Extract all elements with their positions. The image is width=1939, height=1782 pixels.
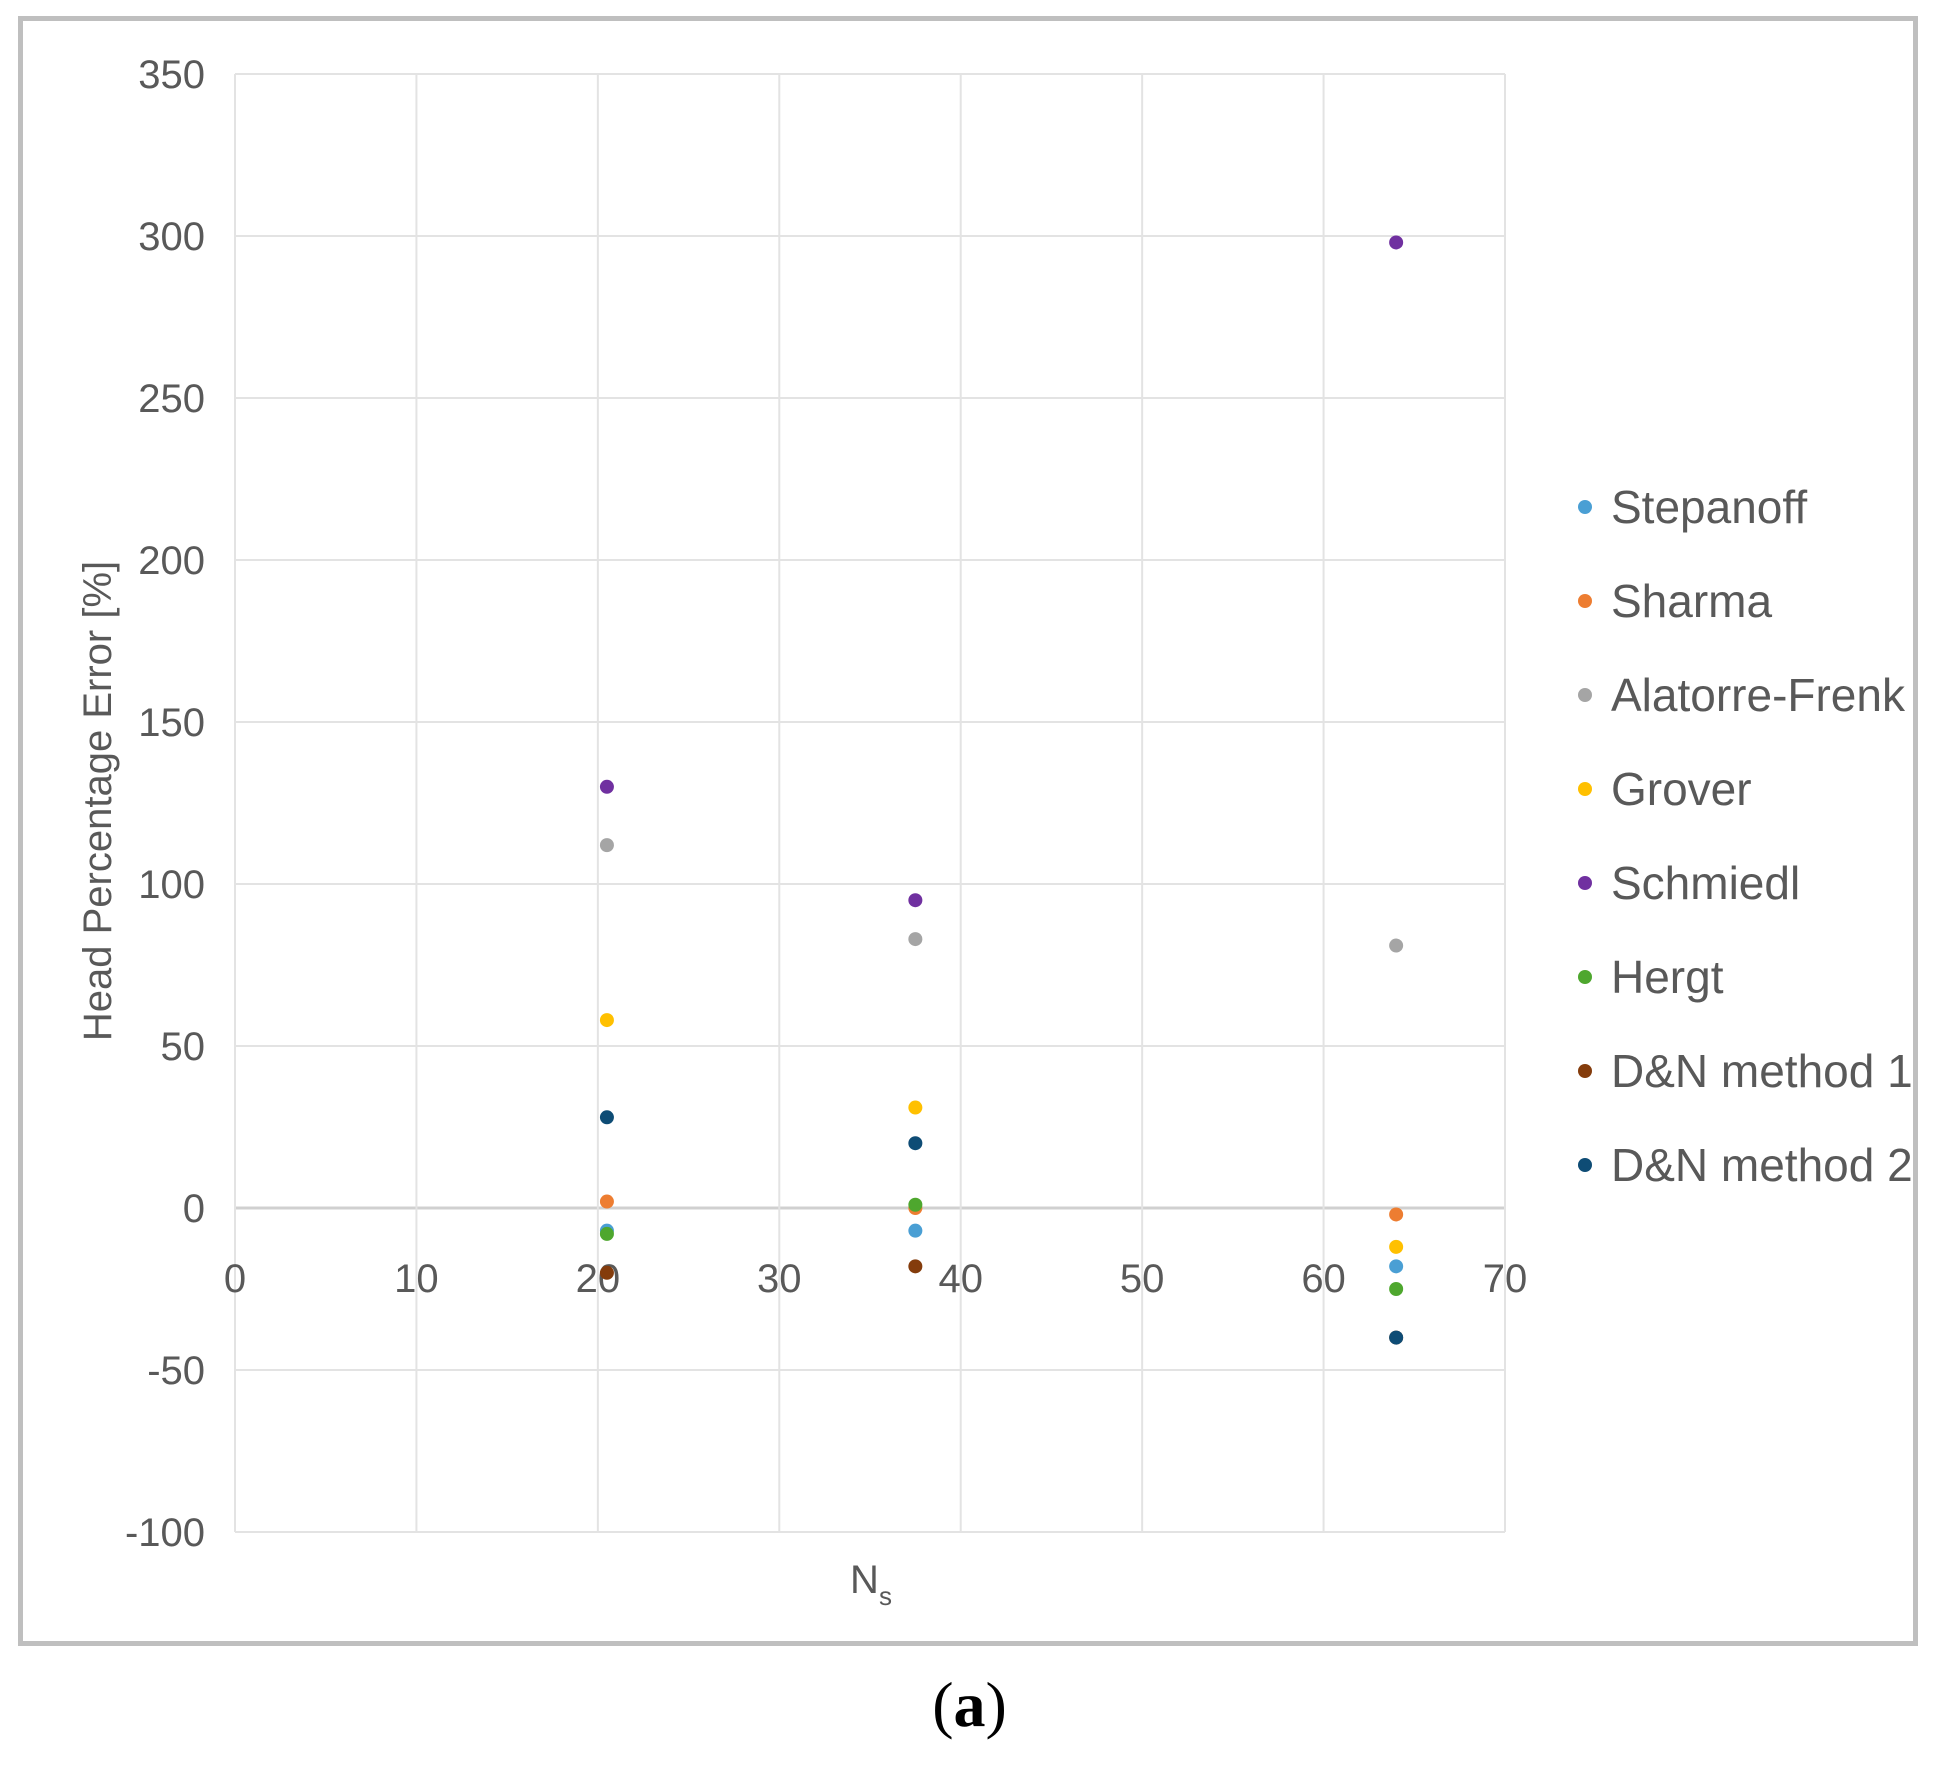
x-tick-label: 30 [757, 1257, 802, 1301]
data-point [908, 1223, 923, 1238]
data-point [908, 1197, 923, 1212]
x-tick-label: 40 [938, 1257, 983, 1301]
legend-label: D&N method 2 [1611, 1139, 1913, 1191]
x-tick-label: 70 [1483, 1257, 1528, 1301]
chart-frame: -100 -50 0 50 100 150 200 250 300 350 0 10 20 30 40 50 6… [18, 16, 1918, 1646]
data-point [599, 1226, 614, 1241]
scatter-chart: -100 -50 0 50 100 150 200 250 300 350 0 10 20 30 40 50 6… [76, 53, 1913, 1611]
panel-label-close: ) [985, 1669, 1007, 1740]
y-tick-label: 150 [138, 701, 205, 745]
data-point [908, 1136, 923, 1151]
data-point [908, 893, 923, 908]
tick-label-layer: -100 -50 0 50 100 150 200 250 300 350 0 10 20 30 40 50 6… [125, 53, 1527, 1555]
data-point [1389, 1282, 1404, 1296]
x-axis-title-subscript: s [879, 1581, 892, 1611]
data-point [908, 1100, 923, 1115]
legend-marker [1578, 782, 1592, 796]
y-tick-label: 200 [138, 539, 205, 583]
y-tick-label: -100 [125, 1511, 205, 1555]
legend-marker [1578, 500, 1592, 514]
data-point [1389, 235, 1404, 250]
panel-label-open: ( [932, 1669, 954, 1740]
data-point [1389, 1259, 1404, 1274]
x-tick-label: 20 [576, 1257, 621, 1301]
data-point [908, 1259, 923, 1274]
x-axis-title-main: N [850, 1558, 879, 1602]
data-point [1389, 1330, 1404, 1345]
legend: Stepanoff Sharma Alatorre-Frenk Grover Schmi… [1578, 481, 1913, 1191]
y-tick-label: 300 [138, 215, 205, 259]
y-axis-title: Head Percentage Error [%] [76, 561, 120, 1041]
data-point [599, 838, 614, 853]
y-tick-label: 100 [138, 863, 205, 907]
legend-label: Hergt [1611, 951, 1724, 1003]
legend-marker [1578, 1064, 1592, 1078]
legend-marker [1578, 876, 1592, 890]
legend-marker [1578, 688, 1592, 702]
data-point [1389, 1239, 1404, 1254]
data-point [1389, 1207, 1404, 1222]
x-tick-label: 50 [1120, 1257, 1165, 1301]
data-point [599, 1110, 614, 1125]
data-point [908, 932, 923, 947]
legend-marker [1578, 970, 1592, 984]
legend-label: Sharma [1611, 575, 1772, 627]
legend-label: D&N method 1 [1611, 1045, 1913, 1097]
legend-marker [1578, 594, 1592, 608]
legend-label: Alatorre-Frenk [1611, 669, 1906, 721]
x-tick-label: 60 [1301, 1257, 1346, 1301]
legend-label: Schmiedl [1611, 857, 1800, 909]
y-tick-label: 350 [138, 53, 205, 97]
y-tick-label: 250 [138, 377, 205, 421]
legend-marker [1578, 1158, 1592, 1172]
data-point [599, 779, 614, 794]
data-point [599, 1265, 614, 1280]
grid-layer [234, 73, 1506, 1533]
panel-label: (a) [0, 1668, 1939, 1742]
y-tick-label: 50 [161, 1025, 206, 1069]
data-point [1389, 938, 1404, 953]
y-tick-label: -50 [147, 1349, 205, 1393]
panel-label-letter: a [953, 1669, 986, 1740]
data-point [599, 1013, 614, 1028]
data-point-layer [599, 235, 1404, 1345]
data-point [599, 1194, 614, 1209]
x-tick-label: 10 [394, 1257, 439, 1301]
y-tick-label: 0 [183, 1187, 205, 1231]
x-tick-label: 0 [224, 1257, 246, 1301]
x-axis-title: Ns [850, 1558, 892, 1611]
legend-label: Stepanoff [1611, 481, 1807, 533]
legend-label: Grover [1611, 763, 1752, 815]
